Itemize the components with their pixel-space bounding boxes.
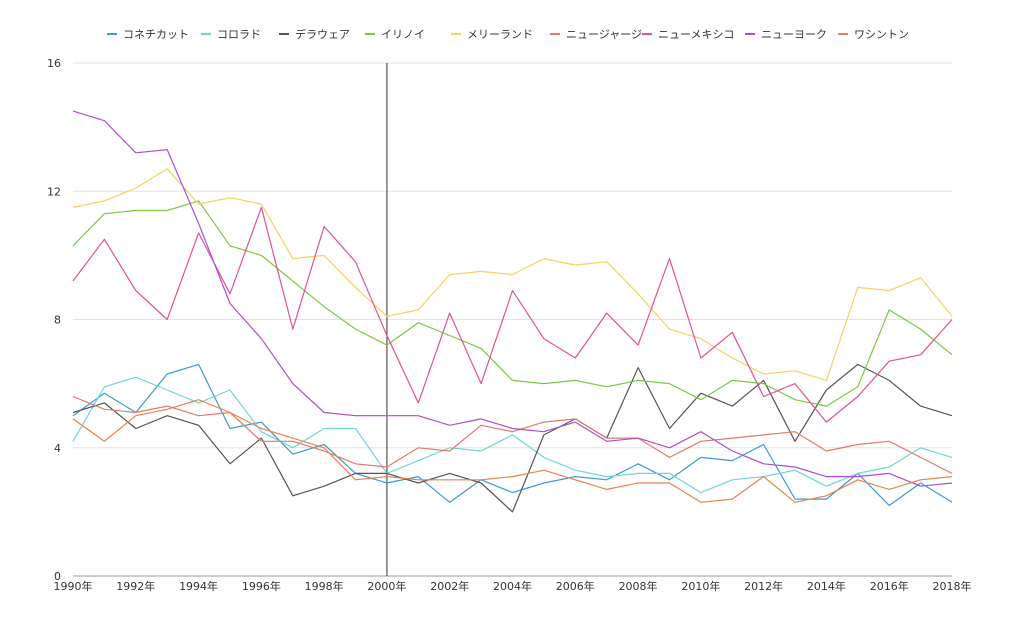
legend-label: コロラド xyxy=(217,28,261,41)
x-tick-label: 2000年 xyxy=(367,579,406,593)
y-tick-label: 8 xyxy=(54,314,61,327)
legend-label: イリノイ xyxy=(381,28,425,41)
x-tick-label: 2006年 xyxy=(556,579,595,593)
y-tick-label: 16 xyxy=(47,57,61,70)
series-line-6 xyxy=(72,206,953,423)
y-tick-label: 12 xyxy=(47,185,61,198)
legend-item-8[interactable]: ワシントン xyxy=(838,28,909,41)
legend-item-2[interactable]: デラウェア xyxy=(279,27,350,41)
series-line-0 xyxy=(72,363,953,507)
x-tick-label: 1990年 xyxy=(54,579,93,593)
series-line-4 xyxy=(72,168,953,381)
legend-label: デラウェア xyxy=(295,27,350,41)
legend-item-7[interactable]: ニューヨーク xyxy=(745,28,827,41)
legend-label: ニュージャージ xyxy=(566,28,642,41)
legend-item-0[interactable]: コネチカット xyxy=(107,28,189,41)
x-tick-label: 2016年 xyxy=(870,579,909,593)
x-tick-label: 1998年 xyxy=(305,579,344,593)
x-axis: 1990年 1992年 1994年 1996年 1998年 2000年 2002年 2004年… xyxy=(54,579,972,593)
legend-item-4[interactable]: メリーランド xyxy=(451,28,533,41)
legend-label: ニューヨーク xyxy=(761,28,827,41)
legend-item-3[interactable]: イリノイ xyxy=(365,28,425,41)
series-line-2 xyxy=(72,363,953,513)
series-line-5 xyxy=(72,395,953,474)
legend-label: コネチカット xyxy=(123,28,189,41)
x-tick-label: 1994年 xyxy=(179,579,218,593)
y-tick-label: 0 xyxy=(54,570,61,583)
legend-item-1[interactable]: コロラド xyxy=(201,28,261,41)
legend: コネチカット コロラド デラウェア イリノイ メリーランド ニュージャージ ニューメキシコ ニ… xyxy=(107,27,909,41)
x-tick-label: 2018年 xyxy=(933,579,972,593)
series-line-8 xyxy=(72,399,953,503)
series-line-7 xyxy=(72,110,953,487)
grid-lines xyxy=(73,62,952,577)
y-axis: 0 4 8 12 16 xyxy=(47,57,61,583)
x-tick-label: 2014年 xyxy=(807,579,846,593)
x-tick-label: 2012年 xyxy=(744,579,783,593)
series-lines xyxy=(72,110,953,513)
x-tick-label: 2010年 xyxy=(681,579,720,593)
x-tick-label: 2008年 xyxy=(619,579,658,593)
series-line-1 xyxy=(72,376,953,494)
x-tick-label: 2004年 xyxy=(493,579,532,593)
x-tick-label: 1992年 xyxy=(116,579,155,593)
x-tick-label: 1996年 xyxy=(242,579,281,593)
legend-item-6[interactable]: ニューメキシコ xyxy=(642,28,735,41)
y-tick-label: 4 xyxy=(54,442,61,455)
legend-label: メリーランド xyxy=(467,28,533,41)
legend-label: ワシントン xyxy=(854,28,909,41)
legend-item-5[interactable]: ニュージャージ xyxy=(550,28,642,41)
x-tick-label: 2002年 xyxy=(430,579,469,593)
series-line-3 xyxy=(72,200,953,407)
legend-label: ニューメキシコ xyxy=(658,28,735,41)
